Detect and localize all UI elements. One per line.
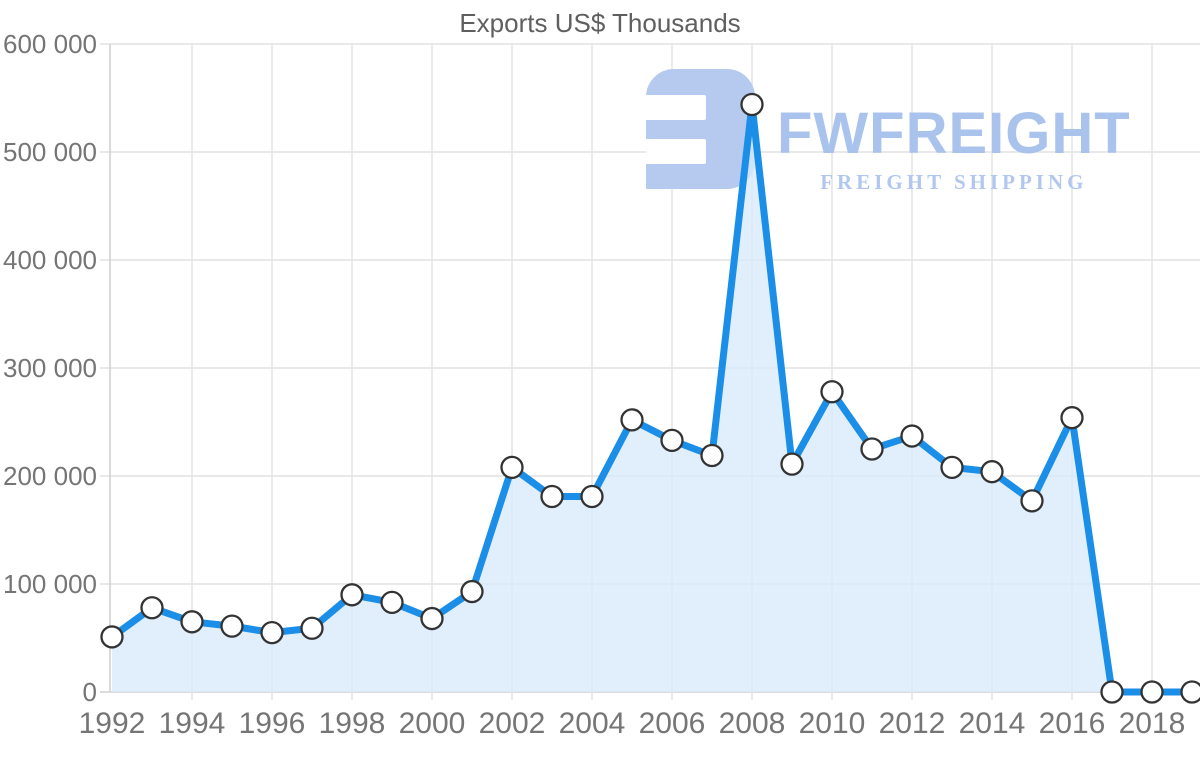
y-tick-label: 100 000: [3, 569, 97, 599]
y-tick-label: 0: [83, 677, 97, 707]
data-point-marker: [740, 92, 764, 117]
data-point-marker: [1100, 680, 1124, 704]
data-point-marker: [980, 460, 1004, 484]
series-area: [112, 104, 1192, 693]
chart-title: Exports US$ Thousands: [459, 8, 741, 38]
y-tick-label: 600 000: [3, 29, 97, 59]
x-tick-label: 2010: [799, 707, 866, 740]
data-point-marker: [420, 606, 444, 631]
y-tick-label: 300 000: [3, 353, 97, 383]
x-tick-label: 2018: [1119, 707, 1186, 740]
x-tick-label: 2006: [639, 707, 706, 740]
data-point-marker: [500, 455, 524, 480]
data-point-marker: [860, 437, 884, 461]
data-point-marker: [340, 583, 364, 607]
data-point-marker: [620, 408, 644, 432]
x-tick-label: 1998: [319, 707, 386, 740]
x-tick-label: 2000: [399, 707, 466, 740]
x-tick-label: 2004: [559, 707, 626, 740]
data-point-marker: [540, 484, 564, 509]
data-point-marker: [1140, 680, 1164, 704]
x-tick-label: 2014: [959, 707, 1026, 740]
data-point-marker: [300, 616, 324, 640]
data-point-marker: [780, 452, 804, 476]
x-tick-label: 2012: [879, 707, 946, 740]
data-point-marker: [460, 579, 484, 604]
data-point-marker: [660, 428, 684, 453]
data-point-marker: [100, 625, 124, 649]
data-point-marker: [140, 596, 164, 620]
data-point-marker: [940, 455, 964, 480]
x-tick-label: 2002: [479, 707, 546, 740]
x-tick-label: 2008: [719, 707, 786, 740]
data-point-marker: [1180, 680, 1200, 704]
y-tick-label: 400 000: [3, 245, 97, 275]
series-line: [108, 100, 1196, 696]
y-tick-label: 200 000: [3, 461, 97, 491]
data-point-marker: [180, 610, 204, 634]
x-tick-label: 2016: [1039, 707, 1106, 740]
data-point-marker: [1060, 406, 1084, 430]
data-point-marker: [900, 424, 924, 448]
data-point-marker: [580, 484, 604, 509]
data-point-marker: [1020, 489, 1044, 513]
data-point-marker: [700, 443, 724, 468]
data-point-marker: [820, 380, 844, 404]
data-point-marker: [380, 590, 404, 615]
x-tick-label: 1994: [159, 707, 226, 740]
x-tick-label: 1996: [239, 707, 306, 740]
y-tick-label: 500 000: [3, 137, 97, 167]
data-point-marker: [220, 614, 244, 638]
x-tick-label: 1992: [79, 707, 146, 740]
data-point-marker: [260, 620, 284, 645]
